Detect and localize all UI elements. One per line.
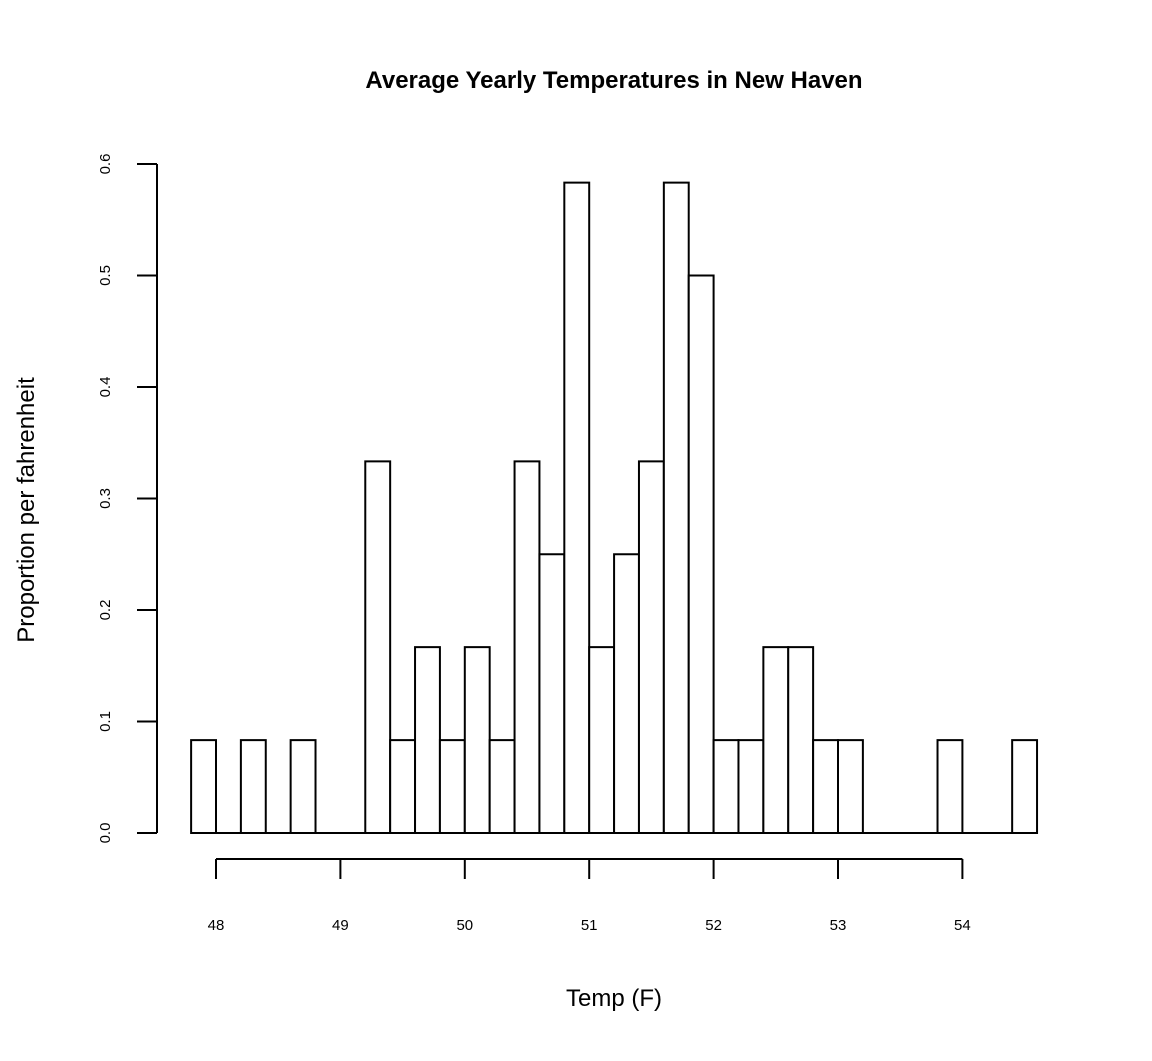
chart-title: Average Yearly Temperatures in New Haven (365, 67, 862, 94)
histogram-bar (289, 739, 317, 834)
histogram-bar (488, 739, 516, 834)
x-tick-label: 51 (581, 917, 598, 934)
y-tick-label: 0.0 (97, 823, 114, 844)
x-axis: 48 49 50 51 52 53 54 (208, 858, 971, 934)
x-tick-label: 54 (954, 917, 971, 934)
y-axis-title: Proportion per fahrenheit (13, 377, 40, 643)
histogram-bar (662, 181, 690, 834)
histogram-bar (389, 739, 417, 834)
histogram-bar (538, 553, 566, 834)
x-tick-label: 48 (208, 917, 225, 934)
histogram-bar (513, 460, 541, 834)
y-axis: 0.0 0.1 0.2 0.3 0.4 0.5 0.6 (97, 154, 158, 844)
histogram-bar (787, 646, 815, 834)
x-tick-label: 53 (830, 917, 847, 934)
y-tick-label: 0.2 (97, 600, 114, 621)
bars-group (190, 181, 1039, 834)
y-tick-label: 0.1 (97, 711, 114, 732)
histogram-bar (239, 739, 267, 834)
histogram-bar (613, 553, 640, 834)
histogram-bar (463, 646, 491, 834)
histogram-bar (687, 274, 715, 834)
x-tick-label: 52 (705, 917, 722, 934)
histogram-bar (438, 739, 466, 834)
histogram-bar (414, 646, 441, 834)
histogram-bar (837, 739, 864, 834)
y-tick-label: 0.4 (97, 377, 114, 398)
histogram-bar (190, 739, 217, 834)
histogram-bar (812, 739, 839, 834)
x-tick-label: 50 (456, 917, 473, 934)
y-tick-label: 0.5 (97, 265, 114, 286)
x-tick-label: 49 (332, 917, 349, 934)
histogram-bar (936, 739, 964, 834)
histogram-bar (1011, 739, 1039, 834)
histogram-bar (712, 739, 740, 834)
x-axis-title: Temp (F) (566, 985, 662, 1012)
histogram-bar (588, 646, 616, 834)
histogram-bar (762, 646, 790, 834)
histogram-bar (637, 460, 665, 834)
histogram-bar (737, 739, 765, 834)
y-tick-label: 0.6 (97, 154, 114, 175)
histogram-bar (364, 460, 392, 834)
y-tick-label: 0.3 (97, 488, 114, 509)
histogram-bar (563, 181, 591, 834)
